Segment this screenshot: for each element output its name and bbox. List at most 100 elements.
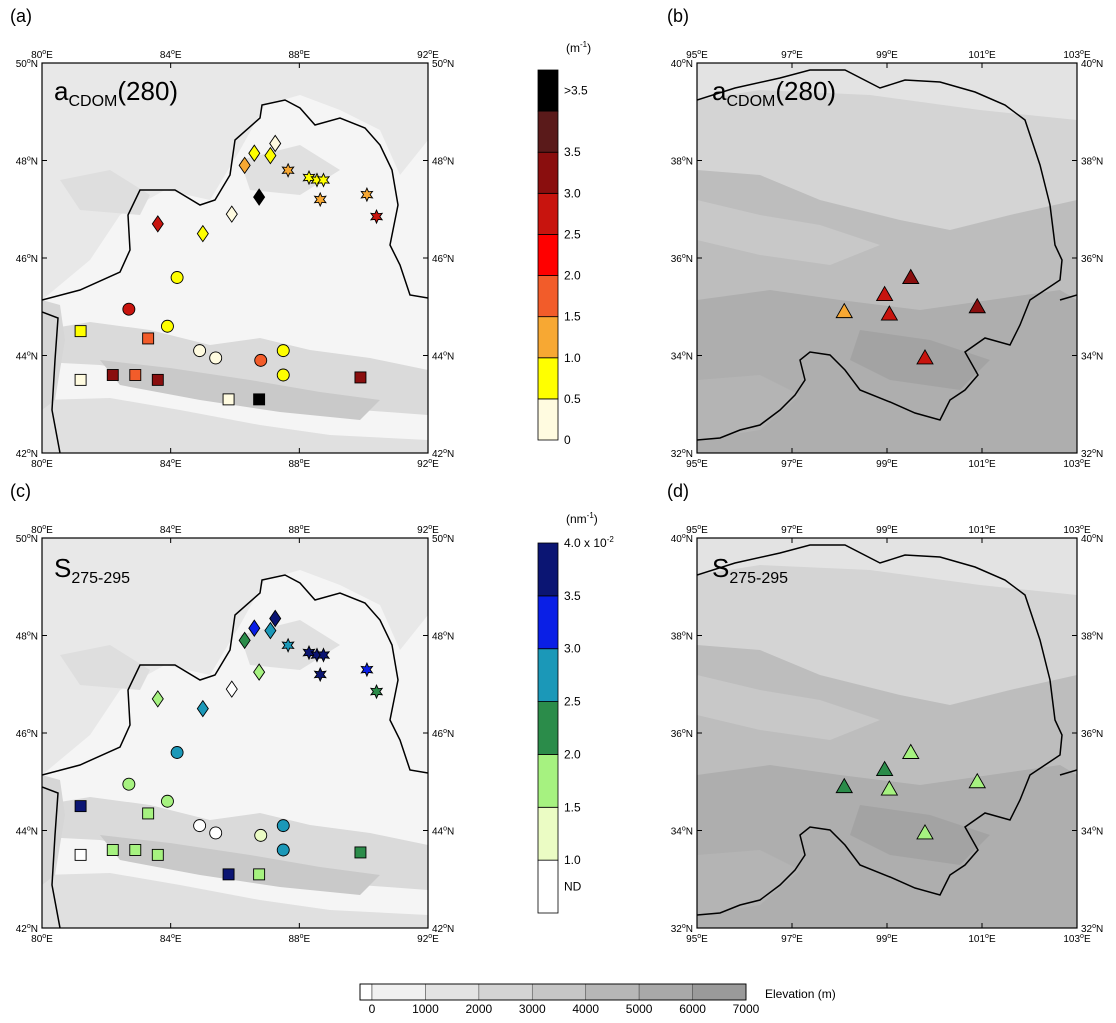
terrain-a xyxy=(42,63,428,453)
acdom-color-bin xyxy=(537,69,559,112)
site-circle xyxy=(276,843,290,857)
site-triangle xyxy=(968,772,987,789)
lon-tick-label-top: 92oE xyxy=(417,524,439,536)
lat-tick-label-left: 42oN xyxy=(16,923,38,935)
lon-tick-label-bottom: 88oE xyxy=(288,933,310,945)
lon-tick-label-top: 99oE xyxy=(876,524,898,536)
title-sub-d: 275-295 xyxy=(729,570,788,587)
slope-tick-label: ND xyxy=(564,880,582,894)
lat-tick-label-right: 42oN xyxy=(432,448,454,460)
lon-tick-label-top: 103oE xyxy=(1063,524,1091,536)
elevation-tick-label: 6000 xyxy=(679,1002,706,1016)
site-diamond xyxy=(196,699,209,718)
lat-tick-label-left: 38oN xyxy=(671,631,693,643)
lat-tick-label-right: 44oN xyxy=(432,351,454,363)
site-triangle xyxy=(901,268,920,284)
lon-tick-label-top: 97oE xyxy=(781,49,803,61)
slope-color-bin xyxy=(537,595,559,650)
lat-tick-label-right: 46oN xyxy=(432,253,454,265)
lon-tick-label-top: 84oE xyxy=(160,49,182,61)
lon-tick-label-bottom: 80oE xyxy=(31,458,53,470)
lon-tick-label-top: 99oE xyxy=(876,49,898,61)
lon-tick-label-bottom: 95oE xyxy=(686,458,708,470)
lat-tick-label-right: 36oN xyxy=(1081,253,1103,265)
site-circle xyxy=(170,746,184,759)
lon-tick-label-bottom: 84oE xyxy=(160,458,182,470)
panel-title-b: aCDOM(280) xyxy=(712,76,836,110)
lon-tick-label-bottom: 99oE xyxy=(876,458,898,470)
acdom-color-bin xyxy=(537,151,559,194)
acdom-color-bin xyxy=(537,234,559,276)
site-triangle xyxy=(835,302,854,319)
slope-tick-label: 1.5 xyxy=(564,800,581,814)
elevation-tick-label: 7000 xyxy=(733,1002,760,1016)
acdom-tick-label: 2.5 xyxy=(564,227,581,241)
site-star xyxy=(316,172,331,188)
slope-tick-label: 2.5 xyxy=(564,695,581,709)
site-triangle xyxy=(875,285,894,302)
lon-tick-label-bottom: 97oE xyxy=(781,933,803,945)
site-triangle xyxy=(875,760,894,777)
elevation-color-bin xyxy=(638,983,693,1001)
acdom-colorbar: (m-1) 0 0.5 1.0 1.5 2.0 2.5 3.0 3.5 >3.5 xyxy=(537,40,591,447)
site-square xyxy=(142,807,155,820)
lon-tick-label-bottom: 80oE xyxy=(31,933,53,945)
site-triangle xyxy=(880,780,899,796)
lat-tick-label-left: 48oN xyxy=(16,631,38,643)
site-square xyxy=(74,325,87,338)
site-star xyxy=(369,684,384,700)
lat-tick-label-right: 34oN xyxy=(1081,351,1103,363)
slope-unit: (nm-1) xyxy=(566,511,598,526)
slope-color-bin xyxy=(537,806,559,861)
lat-tick-label-left: 32oN xyxy=(671,923,693,935)
map-panel-d: 95oE 95oE 97oE 97oE 99oE 99oE 101oE 101oE 103oE 1… xyxy=(667,481,1103,945)
slope-tick-label: 3.0 xyxy=(564,642,581,656)
lon-tick-label-top: 84oE xyxy=(160,524,182,536)
province-border-a xyxy=(42,99,428,453)
site-circle xyxy=(276,344,290,358)
site-square xyxy=(106,369,119,381)
lon-tick-label-top: 95oE xyxy=(686,49,708,61)
province-border-b xyxy=(697,69,1077,441)
lon-tick-label-bottom: 88oE xyxy=(288,458,310,470)
slope-colorbar: (nm-1) ND 1.0 1.5 2.0 2.5 3.0 3.5 4.0 x 10-2 xyxy=(537,511,614,914)
elevation-tick-label: 0 xyxy=(369,1002,376,1016)
lat-tick-label-left: 40oN xyxy=(671,58,693,70)
site-star xyxy=(360,661,374,678)
acdom-tick-label: 1.5 xyxy=(564,310,581,324)
elevation-color-bin xyxy=(585,983,640,1001)
site-diamond xyxy=(196,224,209,243)
lon-tick-label-top: 80oE xyxy=(31,524,53,536)
axis-ticks-b: 95oE 95oE 97oE 97oE 99oE 99oE 101oE 101oE 103oE 1… xyxy=(671,49,1104,470)
lat-tick-label-left: 38oN xyxy=(671,156,693,168)
site-circle xyxy=(193,344,207,358)
site-diamond xyxy=(248,619,261,637)
acdom-unit: (m-1) xyxy=(566,40,591,55)
slope-color-bin xyxy=(537,859,559,914)
site-star xyxy=(302,644,316,661)
slope-color-bin xyxy=(537,754,559,808)
lat-tick-label-right: 38oN xyxy=(1081,631,1103,643)
site-circle xyxy=(209,826,223,840)
lon-tick-label-bottom: 84oE xyxy=(160,933,182,945)
acdom-tick-label: 3.5 xyxy=(564,145,581,159)
lat-tick-label-left: 46oN xyxy=(16,253,38,265)
lat-tick-label-left: 34oN xyxy=(671,351,693,363)
lon-tick-label-bottom: 101oE xyxy=(968,458,996,470)
lat-tick-label-right: 34oN xyxy=(1081,826,1103,838)
lat-tick-label-left: 44oN xyxy=(16,351,38,363)
site-diamond xyxy=(253,188,266,206)
title-tail-b: (280) xyxy=(775,76,836,106)
site-square xyxy=(151,373,164,386)
title-main-b: a xyxy=(712,76,727,106)
site-square xyxy=(222,393,235,406)
acdom-tick-label: 3.0 xyxy=(564,186,581,200)
site-square xyxy=(354,846,367,859)
elevation-tick-label: 5000 xyxy=(626,1002,653,1016)
site-star xyxy=(281,637,295,653)
elevation-color-bin xyxy=(425,983,480,1001)
terrain-b xyxy=(697,63,1077,453)
lon-tick-label-bottom: 97oE xyxy=(781,458,803,470)
